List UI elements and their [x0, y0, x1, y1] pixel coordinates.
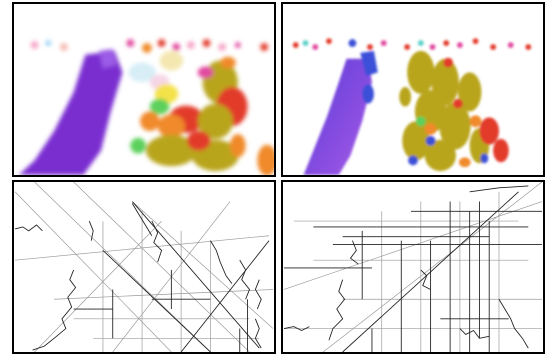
top-left-segmentation-image	[15, 4, 274, 175]
top-right-segmentation-panel	[281, 2, 545, 177]
bottom-right-edge-panel	[281, 180, 545, 354]
bottom-right-edge-image	[283, 182, 543, 352]
top-left-segmentation-panel	[12, 2, 276, 177]
bottom-left-edge-image	[14, 182, 274, 352]
top-right-segmentation-image	[284, 4, 542, 175]
bottom-left-edge-panel	[12, 180, 276, 354]
